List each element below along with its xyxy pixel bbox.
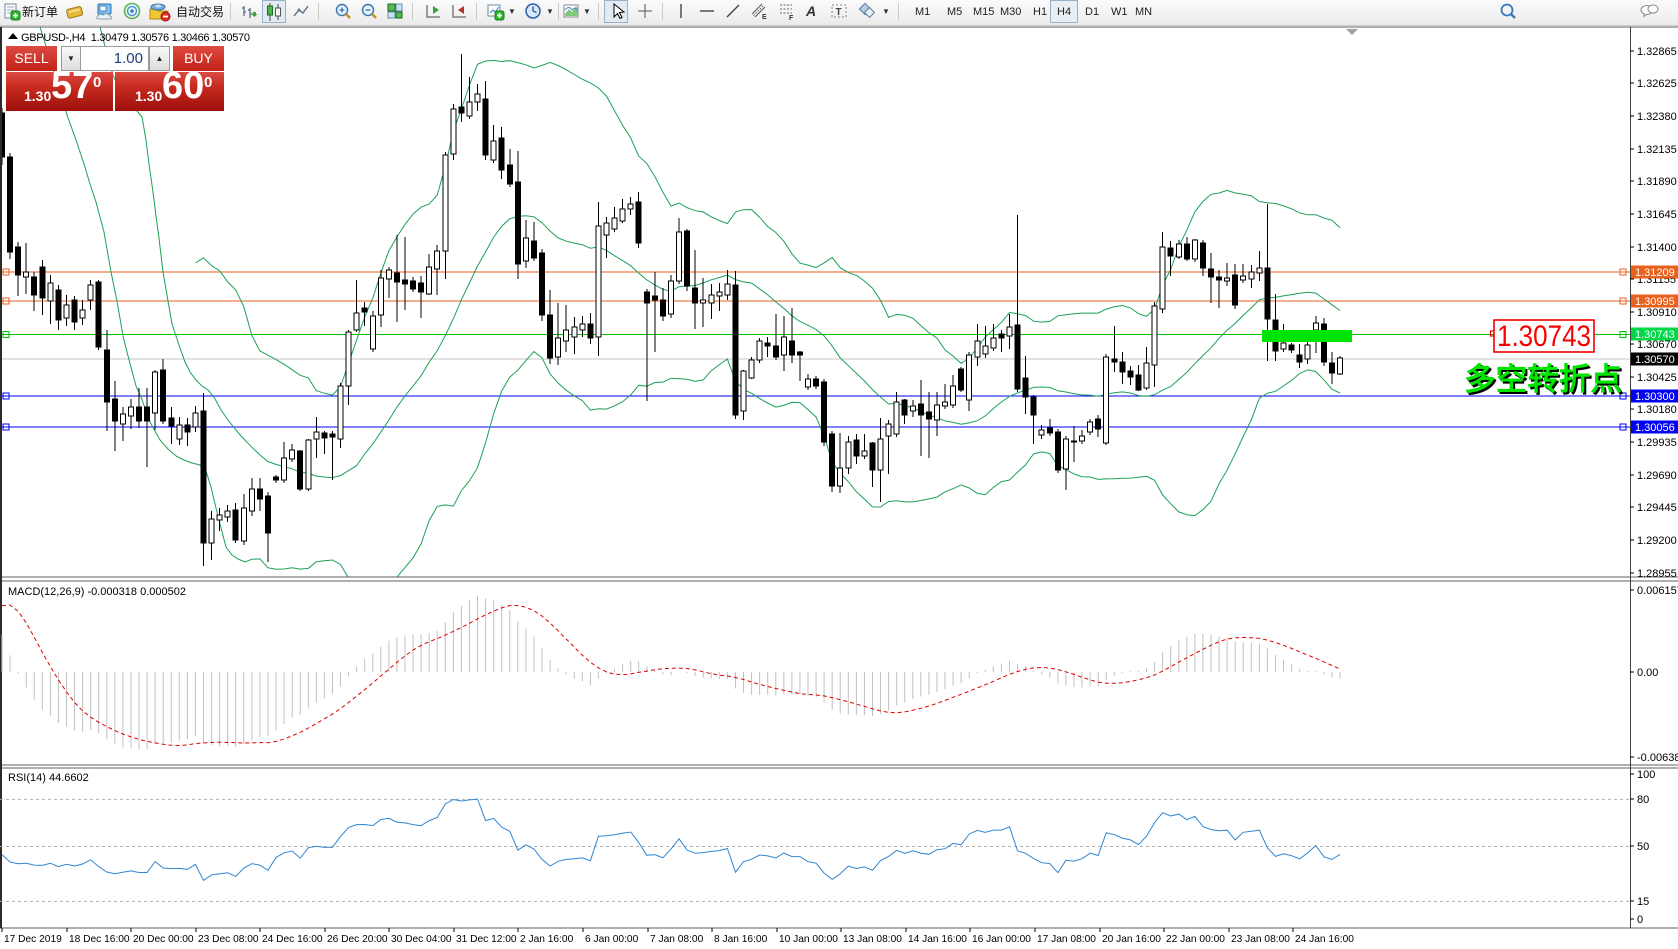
svg-text:20 Jan 16:00: 20 Jan 16:00 bbox=[1102, 934, 1161, 945]
svg-text:1.31890: 1.31890 bbox=[1637, 176, 1677, 188]
svg-text:1.30180: 1.30180 bbox=[1637, 404, 1677, 416]
svg-text:8 Jan 16:00: 8 Jan 16:00 bbox=[714, 934, 768, 945]
svg-text:F: F bbox=[789, 15, 794, 22]
svg-text:24 Jan 16:00: 24 Jan 16:00 bbox=[1295, 934, 1354, 945]
svg-text:1.30910: 1.30910 bbox=[1637, 307, 1677, 319]
svg-text:80: 80 bbox=[1637, 794, 1649, 806]
svg-text:1.30743: 1.30743 bbox=[1635, 329, 1675, 341]
svg-text:多空转折点: 多空转折点 bbox=[1464, 362, 1622, 397]
svg-text:100: 100 bbox=[1637, 769, 1655, 781]
svg-text:1.31400: 1.31400 bbox=[1637, 242, 1677, 254]
svg-text:1.32135: 1.32135 bbox=[1637, 144, 1677, 156]
svg-text:RSI(14) 44.6602: RSI(14) 44.6602 bbox=[8, 772, 89, 784]
svg-text:23 Dec 08:00: 23 Dec 08:00 bbox=[198, 934, 259, 945]
svg-text:MACD(12,26,9) -0.000318 0.0005: MACD(12,26,9) -0.000318 0.000502 bbox=[8, 586, 186, 598]
svg-text:50: 50 bbox=[1637, 841, 1649, 853]
svg-text:15: 15 bbox=[1637, 896, 1649, 908]
svg-text:30 Dec 04:00: 30 Dec 04:00 bbox=[391, 934, 452, 945]
svg-text:1.30425: 1.30425 bbox=[1637, 372, 1677, 384]
svg-text:1.30743: 1.30743 bbox=[1497, 320, 1591, 353]
svg-text:-0.00638: -0.00638 bbox=[1637, 752, 1678, 764]
svg-text:多空转折点: 多空转折点 bbox=[1466, 364, 1624, 399]
svg-text:1.30570: 1.30570 bbox=[1635, 354, 1675, 366]
svg-text:1.31645: 1.31645 bbox=[1637, 209, 1677, 221]
svg-text:T: T bbox=[836, 7, 842, 18]
svg-text:1.30670: 1.30670 bbox=[1637, 339, 1677, 351]
svg-text:7 Jan 08:00: 7 Jan 08:00 bbox=[650, 934, 704, 945]
svg-text:16 Jan 00:00: 16 Jan 00:00 bbox=[972, 934, 1031, 945]
svg-text:GBPUSD-,H4 1.30479 1.30576 1.: GBPUSD-,H4 1.30479 1.30576 1.30466 1.305… bbox=[21, 32, 250, 44]
svg-text:13 Jan 08:00: 13 Jan 08:00 bbox=[843, 934, 902, 945]
svg-text:14 Jan 16:00: 14 Jan 16:00 bbox=[908, 934, 967, 945]
svg-text:10 Jan 00:00: 10 Jan 00:00 bbox=[779, 934, 838, 945]
svg-text:E: E bbox=[762, 14, 767, 21]
svg-text:1.29690: 1.29690 bbox=[1637, 470, 1677, 482]
svg-text:1.32625: 1.32625 bbox=[1637, 78, 1677, 90]
svg-text:1.32380: 1.32380 bbox=[1637, 111, 1677, 123]
svg-text:0.006157: 0.006157 bbox=[1637, 585, 1678, 597]
svg-text:1.30056: 1.30056 bbox=[1635, 422, 1675, 434]
svg-text:1.28955: 1.28955 bbox=[1637, 568, 1677, 580]
svg-text:17 Jan 08:00: 17 Jan 08:00 bbox=[1037, 934, 1096, 945]
svg-text:1.32865: 1.32865 bbox=[1637, 46, 1677, 58]
svg-text:0: 0 bbox=[1637, 914, 1643, 926]
svg-text:20 Dec 00:00: 20 Dec 00:00 bbox=[133, 934, 194, 945]
svg-text:1.30995: 1.30995 bbox=[1635, 296, 1675, 308]
svg-text:1.29200: 1.29200 bbox=[1637, 535, 1677, 547]
svg-text:1.30300: 1.30300 bbox=[1635, 391, 1675, 403]
svg-text:1.31209: 1.31209 bbox=[1635, 267, 1675, 279]
svg-text:26 Dec 20:00: 26 Dec 20:00 bbox=[327, 934, 388, 945]
svg-text:1.29935: 1.29935 bbox=[1637, 437, 1677, 449]
svg-text:6 Jan 00:00: 6 Jan 00:00 bbox=[585, 934, 639, 945]
svg-text:17 Dec 2019: 17 Dec 2019 bbox=[4, 934, 62, 945]
svg-text:0.00: 0.00 bbox=[1637, 667, 1658, 679]
svg-text:1.29445: 1.29445 bbox=[1637, 502, 1677, 514]
svg-text:22 Jan 00:00: 22 Jan 00:00 bbox=[1166, 934, 1225, 945]
svg-text:18 Dec 16:00: 18 Dec 16:00 bbox=[69, 934, 130, 945]
svg-text:2 Jan 16:00: 2 Jan 16:00 bbox=[520, 934, 574, 945]
svg-text:24 Dec 16:00: 24 Dec 16:00 bbox=[262, 934, 323, 945]
svg-text:31 Dec 12:00: 31 Dec 12:00 bbox=[456, 934, 517, 945]
svg-text:23 Jan 08:00: 23 Jan 08:00 bbox=[1231, 934, 1290, 945]
